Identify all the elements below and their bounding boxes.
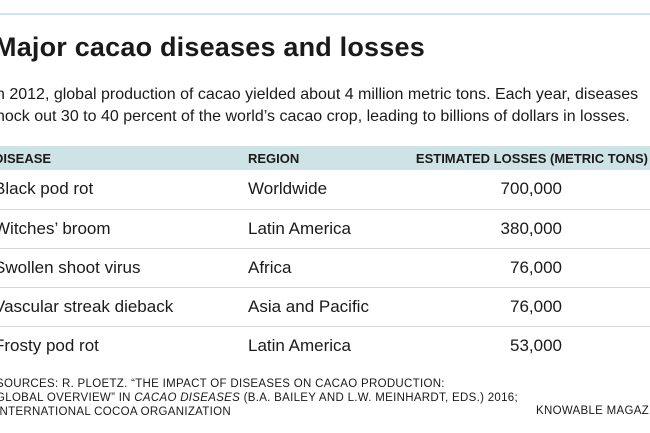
column-header-disease: DISEASE bbox=[0, 150, 52, 166]
losses-cell: 76,000 bbox=[510, 257, 562, 277]
table-row: Frosty pod rot Latin America 53,000 bbox=[0, 326, 650, 365]
top-rule bbox=[0, 13, 650, 15]
disease-cell: Witches’ broom bbox=[0, 218, 111, 238]
region-cell: Africa bbox=[248, 257, 292, 277]
sources-book-title: CACAO DISEASES bbox=[134, 392, 241, 404]
disease-cell: Vascular streak dieback bbox=[0, 296, 174, 316]
table-row: Vascular streak dieback Asia and Pacific… bbox=[0, 287, 650, 326]
sources-text: (B.A. BAILEY AND L.W. MEINHARDT, EDS.) 2… bbox=[240, 392, 518, 404]
sources-line: SOURCES: R. PLOETZ. “THE IMPACT OF DISEA… bbox=[0, 378, 445, 390]
column-header-losses: ESTIMATED LOSSES (METRIC TONS) bbox=[415, 150, 648, 166]
disease-cell: Swollen shoot virus bbox=[0, 257, 141, 277]
sources-line: INTERNATIONAL COCOA ORGANIZATION bbox=[0, 406, 231, 418]
region-cell: Latin America bbox=[248, 335, 351, 355]
table-row: Swollen shoot virus Africa 76,000 bbox=[0, 248, 650, 287]
intro-text: n 2012, global production of cacao yield… bbox=[0, 84, 650, 128]
sources-note: SOURCES: R. PLOETZ. “THE IMPACT OF DISEA… bbox=[0, 377, 518, 419]
intro-line: n 2012, global production of cacao yield… bbox=[0, 86, 639, 103]
disease-cell: Black pod rot bbox=[0, 179, 94, 199]
losses-cell: 53,000 bbox=[510, 335, 562, 355]
table-row: Black pod rot Worldwide 700,000 bbox=[0, 170, 650, 209]
region-cell: Asia and Pacific bbox=[248, 296, 369, 316]
sources-line: GLOBAL OVERVIEW” IN CACAO DISEASES (B.A.… bbox=[0, 391, 518, 405]
sources-text: GLOBAL OVERVIEW” IN bbox=[0, 392, 135, 404]
region-cell: Latin America bbox=[248, 218, 351, 238]
column-header-region: REGION bbox=[248, 150, 300, 166]
intro-line: nock out 30 to 40 percent of the world’s… bbox=[0, 108, 630, 125]
publisher-credit: KNOWABLE MAGAZINE bbox=[536, 405, 650, 417]
losses-cell: 700,000 bbox=[500, 179, 562, 199]
losses-cell: 380,000 bbox=[500, 218, 562, 238]
losses-cell: 76,000 bbox=[510, 296, 562, 316]
table-header-row: DISEASE REGION ESTIMATED LOSSES (METRIC … bbox=[0, 146, 650, 170]
chart-title: Major cacao diseases and losses bbox=[0, 32, 425, 62]
table-row: Witches’ broom Latin America 380,000 bbox=[0, 209, 650, 248]
region-cell: Worldwide bbox=[248, 179, 328, 199]
losses-table: DISEASE REGION ESTIMATED LOSSES (METRIC … bbox=[0, 146, 650, 365]
disease-cell: Frosty pod rot bbox=[0, 335, 99, 355]
